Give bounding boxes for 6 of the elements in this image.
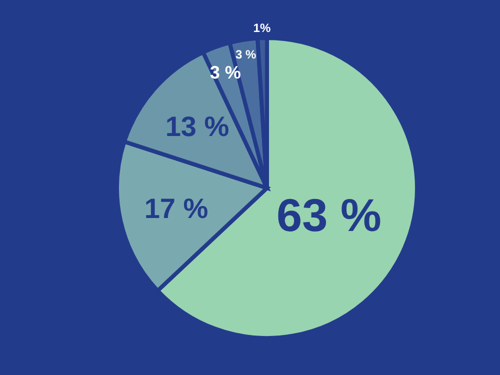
data-label: 13 % (165, 111, 230, 142)
data-label: 17 % (144, 192, 208, 224)
data-label: 3 % (236, 48, 257, 62)
data-label: 1% (253, 21, 271, 36)
data-label: 3 % (210, 62, 241, 82)
data-label: 63 % (276, 188, 382, 241)
